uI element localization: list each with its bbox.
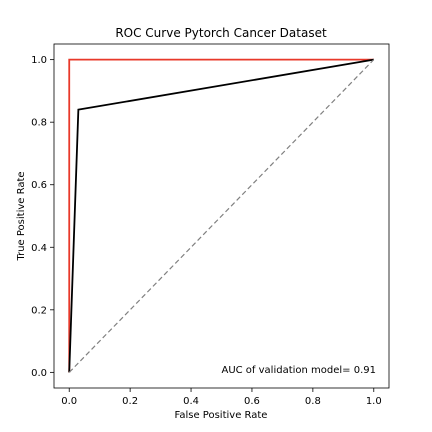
plot-frame: [53, 43, 390, 389]
y-tick-label: 0.4: [31, 243, 47, 254]
x-axis-label: False Positive Rate: [175, 410, 268, 421]
x-tick-label: 0.8: [305, 396, 321, 407]
y-tick-label: 0.2: [31, 305, 47, 316]
x-tick-label: 1.0: [366, 396, 382, 407]
y-axis-label: True Positive Rate: [16, 171, 27, 261]
y-ticks: 0.0 0.2 0.4 0.6 0.8 1.0: [31, 55, 54, 379]
x-tick-label: 0.4: [183, 396, 199, 407]
diagonal-reference-line: [68, 59, 375, 373]
y-tick-label: 0.0: [31, 368, 47, 379]
series-layer: [68, 58, 375, 373]
chart-title: ROC Curve Pytorch Cancer Dataset: [115, 26, 327, 40]
validation-roc-line: [68, 58, 374, 373]
y-tick-label: 1.0: [31, 55, 47, 66]
y-tick-label: 0.6: [31, 180, 47, 191]
x-tick-label: 0.0: [61, 396, 77, 407]
auc-annotation: AUC of validation model= 0.91: [221, 365, 376, 376]
x-tick-label: 0.2: [122, 396, 138, 407]
plot-area: 0.0 0.2 0.4 0.6 0.8 1.0 0.0 0.2 0.4 0.6 0.8 1.0: [31, 43, 390, 407]
red-roc-line: [68, 58, 374, 373]
x-ticks: 0.0 0.2 0.4 0.6 0.8 1.0: [61, 388, 382, 407]
x-tick-label: 0.6: [244, 396, 260, 407]
y-tick-label: 0.8: [31, 118, 47, 129]
